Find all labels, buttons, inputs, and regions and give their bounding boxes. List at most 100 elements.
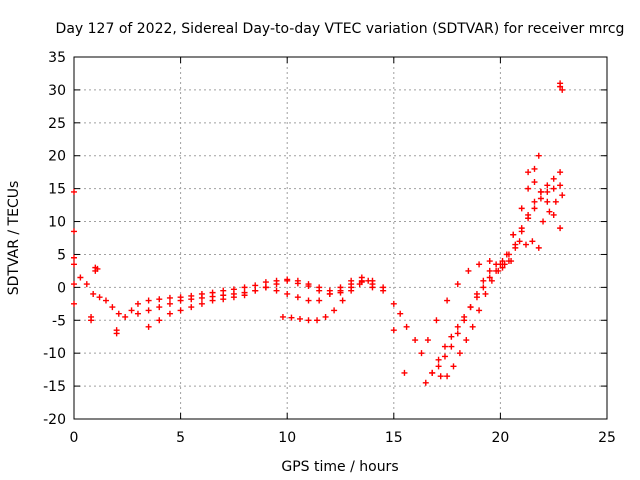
data-point-mrcg-g (437, 373, 444, 380)
data-point-mrcg-a (71, 281, 77, 288)
data-point-mrcg-c (145, 323, 152, 330)
data-point-mrcg-b (156, 304, 163, 311)
data-point-mrcg-c (230, 294, 237, 301)
data-point-mrcg-f (518, 228, 525, 235)
data-point-mrcg-c (252, 287, 259, 294)
data-point-mrcg-e (499, 264, 506, 271)
data-point-mrcg-d (314, 317, 321, 324)
data-point-mrcg-c (166, 310, 173, 317)
data-point-mrcg-k (401, 369, 408, 376)
x-tick-label: 5 (176, 430, 185, 446)
data-point-mrcg-c (369, 284, 376, 291)
data-point-mrcg-k (94, 265, 101, 272)
data-point-mrcg-d (288, 314, 295, 321)
data-point-mrcg-f (499, 258, 506, 265)
data-point-mrcg-g (476, 307, 483, 314)
data-point-mrcg-e (422, 379, 429, 386)
data-point-mrcg-d (331, 307, 338, 314)
data-point-mrcg-d (339, 297, 346, 304)
data-point-mrcg-i (522, 241, 529, 248)
data-point-mrcg-c (220, 296, 227, 303)
data-point-mrcg-h (550, 211, 557, 218)
y-tick-label: 15 (48, 182, 66, 198)
data-point-mrcg-k (71, 228, 77, 235)
data-point-mrcg-a (90, 290, 97, 297)
data-point-mrcg-c (273, 287, 280, 294)
data-point-mrcg-k (390, 327, 397, 334)
data-point-mrcg-c (177, 307, 184, 314)
data-point-mrcg-f (531, 205, 538, 212)
data-point-mrcg-c (156, 317, 163, 324)
data-point-mrcg-b (198, 294, 205, 301)
data-point-mrcg-f (505, 251, 512, 258)
data-point-mrcg-a (403, 323, 410, 330)
data-point-mrcg-a (252, 282, 259, 289)
data-point-mrcg-d (365, 277, 372, 284)
data-point-mrcg-f (461, 317, 468, 324)
data-point-mrcg-f (544, 188, 551, 195)
data-point-mrcg-a (454, 281, 461, 288)
data-point-mrcg-a (83, 281, 90, 288)
data-point-mrcg-a (241, 284, 248, 291)
data-point-mrcg-a (444, 297, 451, 304)
data-point-mrcg-c (284, 290, 291, 297)
data-point-mrcg-d (356, 281, 363, 288)
data-point-mrcg-f (525, 215, 532, 222)
data-point-mrcg-i (510, 231, 517, 238)
data-point-mrcg-f (448, 343, 455, 350)
data-point-mrcg-e (448, 333, 455, 340)
y-axis-label: SDTVAR / TECUs (6, 181, 22, 296)
data-point-mrcg-g (488, 277, 495, 284)
data-point-mrcg-e (544, 182, 551, 189)
data-point-mrcg-b (284, 277, 291, 284)
data-point-mrcg-g (450, 363, 457, 370)
data-point-mrcg-c (241, 292, 248, 299)
data-point-mrcg-b (188, 296, 195, 303)
y-tick-label: 35 (48, 50, 66, 66)
data-point-mrcg-g (482, 290, 489, 297)
x-axis-label: GPS time / hours (281, 459, 398, 475)
data-point-mrcg-e (486, 274, 493, 281)
data-point-mrcg-f (441, 353, 448, 360)
x-tick-label: 25 (598, 430, 616, 446)
x-tick-label: 10 (278, 430, 296, 446)
data-point-mrcg-e (435, 356, 442, 363)
chart-title: Day 127 of 2022, Sidereal Day-to-day VTE… (56, 21, 625, 37)
data-point-mrcg-h (557, 225, 564, 232)
data-point-mrcg-a (102, 297, 109, 304)
data-point-mrcg-e (454, 323, 461, 330)
data-point-mrcg-e (480, 284, 487, 291)
data-point-mrcg-a (476, 261, 483, 268)
y-tick-label: -5 (52, 313, 66, 329)
axis-ticks: 0 5 10 15 20 25 -20 -15 -10 -5 0 5 10 15 20 25 30 35 (43, 50, 616, 446)
data-point-mrcg-a (134, 300, 141, 307)
data-point-mrcg-g (456, 350, 463, 357)
data-point-mrcg-g (495, 267, 502, 274)
data-point-mrcg-a (109, 304, 116, 311)
y-tick-label: 0 (57, 280, 66, 296)
data-point-mrcg-a (518, 205, 525, 212)
data-point-mrcg-f (493, 261, 500, 268)
data-point-mrcg-b (134, 310, 141, 317)
data-point-mrcg-j (546, 208, 553, 215)
data-point-mrcg-g (501, 261, 508, 268)
y-tick-label: 25 (48, 116, 66, 132)
plot-frame (73, 56, 608, 420)
data-point-mrcg-a (397, 310, 404, 317)
data-point-mrcg-a (128, 307, 135, 314)
data-point-mrcg-a (156, 296, 163, 303)
data-point-mrcg-a (96, 294, 103, 301)
data-point-mrcg-g (508, 258, 515, 265)
data-point-mrcg-c (209, 297, 216, 304)
data-point-mrcg-f (486, 267, 493, 274)
data-point-mrcg-b (316, 287, 323, 294)
data-point-mrcg-j (540, 218, 547, 225)
data-point-mrcg-a (486, 258, 493, 265)
data-point-mrcg-a (262, 279, 269, 286)
y-tick-label: 5 (57, 247, 66, 263)
x-tick-label: 15 (385, 430, 403, 446)
data-point-mrcg-d (296, 315, 303, 322)
data-point-mrcg-f (429, 369, 436, 376)
data-point-mrcg-d (279, 313, 286, 320)
